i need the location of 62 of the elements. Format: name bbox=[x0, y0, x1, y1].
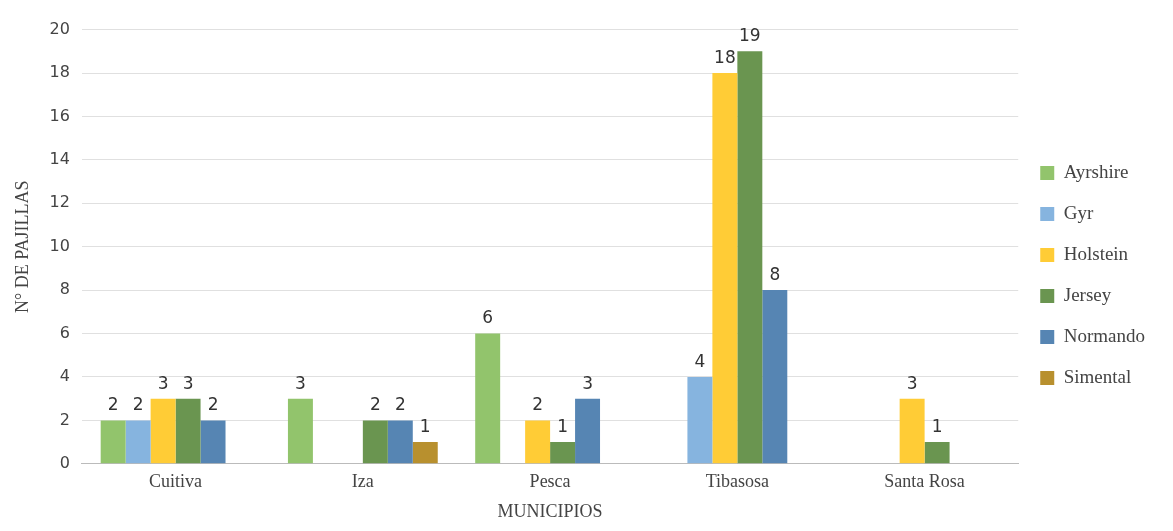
data-label: 3 bbox=[182, 372, 194, 393]
data-label: 2 bbox=[107, 394, 119, 415]
bar bbox=[362, 420, 388, 464]
data-label: 2 bbox=[207, 394, 219, 415]
x-tick-label: Santa Rosa bbox=[884, 471, 965, 492]
data-label: 3 bbox=[157, 372, 169, 393]
y-tick-label: 18 bbox=[49, 62, 70, 82]
bar bbox=[412, 442, 438, 464]
bar bbox=[287, 398, 313, 464]
legend-label: Gyr bbox=[1063, 201, 1094, 223]
bar bbox=[387, 420, 413, 464]
x-axis-title: MUNICIPIOS bbox=[497, 500, 603, 521]
x-tick-label: Iza bbox=[351, 471, 374, 492]
bar bbox=[737, 51, 763, 464]
data-label: 2 bbox=[132, 394, 144, 415]
data-label: 1 bbox=[557, 416, 568, 437]
data-label: 6 bbox=[482, 307, 494, 328]
bar bbox=[762, 290, 788, 464]
legend-label: Ayrshire bbox=[1063, 160, 1129, 182]
y-tick-label: 10 bbox=[49, 235, 70, 255]
x-tick-label: Pesca bbox=[529, 471, 571, 492]
y-tick-label: 8 bbox=[59, 279, 70, 299]
legend-label: Simental bbox=[1063, 365, 1132, 387]
y-tick-label: 14 bbox=[49, 149, 70, 169]
bar bbox=[150, 398, 176, 464]
legend-label: Normando bbox=[1063, 324, 1146, 346]
data-label: 1 bbox=[419, 416, 431, 437]
data-label: 4 bbox=[694, 350, 706, 371]
bar bbox=[924, 442, 950, 464]
data-label: 18 bbox=[714, 46, 736, 67]
x-tick-label: Tibasosa bbox=[705, 471, 770, 492]
y-tick-label: 12 bbox=[49, 192, 70, 212]
data-label: 3 bbox=[582, 372, 593, 393]
y-tick-label: 2 bbox=[59, 409, 70, 429]
x-tick-label: Cuitiva bbox=[149, 471, 203, 492]
data-label: 2 bbox=[532, 394, 544, 415]
bar bbox=[712, 73, 738, 464]
legend-label: Jersey bbox=[1063, 283, 1112, 305]
bar bbox=[475, 333, 501, 464]
bar bbox=[899, 398, 925, 464]
bar bbox=[525, 420, 551, 464]
bar bbox=[550, 442, 576, 464]
bar bbox=[687, 376, 713, 464]
y-axis-title: N° DE PAJILLAS bbox=[11, 180, 32, 313]
data-label: 1 bbox=[931, 416, 943, 437]
y-tick-label: 4 bbox=[59, 366, 70, 386]
data-label: 3 bbox=[295, 372, 306, 393]
y-tick-label: 0 bbox=[59, 452, 70, 472]
legend-label: Holstein bbox=[1063, 242, 1129, 264]
data-label: 3 bbox=[906, 372, 918, 393]
data-label: 19 bbox=[739, 25, 761, 46]
y-tick-label: 16 bbox=[49, 105, 70, 125]
bar bbox=[200, 420, 226, 464]
bar bbox=[125, 420, 151, 464]
data-label: 2 bbox=[369, 394, 381, 415]
data-label: 2 bbox=[394, 394, 406, 415]
bar bbox=[100, 420, 126, 464]
data-label: 8 bbox=[769, 264, 781, 285]
bar bbox=[175, 398, 201, 464]
y-tick-label: 20 bbox=[49, 18, 70, 38]
y-tick-label: 6 bbox=[59, 322, 70, 342]
bar bbox=[575, 398, 601, 464]
